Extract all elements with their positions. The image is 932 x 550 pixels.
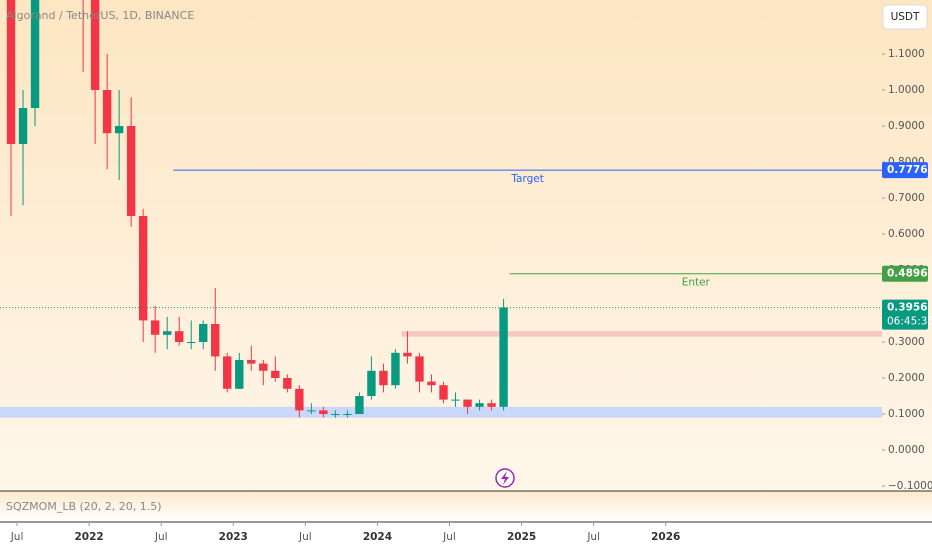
- chart-title: Algorand / TetherUS, 1D, BINANCE: [6, 9, 194, 22]
- x-tick-label: 2026: [651, 531, 680, 543]
- x-tick-label: 2023: [219, 531, 248, 543]
- price-axis: −0.10000.00000.10000.20000.30000.40000.5…: [882, 48, 932, 492]
- candle-body: [355, 396, 364, 414]
- candle-body: [403, 352, 412, 357]
- candle-body: [175, 331, 184, 342]
- level-label: Target: [510, 173, 543, 185]
- candle-body: [126, 126, 136, 216]
- y-tick-label: 1.0000: [888, 84, 925, 96]
- x-tick-label: Jul: [10, 531, 24, 543]
- currency-label[interactable]: USDT: [891, 11, 920, 23]
- candle-body: [295, 388, 304, 411]
- currency-button-box[interactable]: [882, 4, 928, 30]
- indicator-label: SQZMOM_LB (20, 2, 20, 1.5): [6, 500, 162, 513]
- currency-button[interactable]: USDT: [882, 4, 928, 30]
- candle-body: [199, 324, 208, 342]
- candle-body: [391, 352, 400, 386]
- candle-body: [271, 370, 280, 378]
- candle-body: [138, 216, 148, 321]
- zone: [401, 331, 882, 337]
- candle-body: [223, 356, 232, 389]
- level-tag-label: 0.7776: [887, 164, 928, 176]
- y-tick-label: 0.6000: [888, 228, 925, 240]
- x-tick-label: Jul: [154, 531, 168, 543]
- y-tick-label: 0.9000: [888, 120, 925, 132]
- candle-body: [319, 410, 328, 414]
- last-price-tag: [882, 299, 928, 330]
- x-tick-label: 2022: [74, 531, 103, 543]
- y-tick-label: 0.1000: [888, 408, 925, 420]
- candle-body: [379, 370, 388, 386]
- candle-body: [415, 356, 424, 382]
- candle-body: [150, 320, 160, 335]
- candle-body: [6, 0, 16, 144]
- y-tick-label: 0.3000: [888, 336, 925, 348]
- candle-body: [499, 307, 508, 407]
- candle-body: [475, 403, 484, 407]
- x-tick-label: Jul: [586, 531, 600, 543]
- y-tick-label: 1.1000: [888, 48, 925, 60]
- candle-body: [211, 324, 220, 357]
- y-tick-label: 0.2000: [888, 372, 925, 384]
- candle-body: [343, 414, 352, 415]
- x-tick-label: 2024: [363, 531, 392, 543]
- alert-icon[interactable]: [495, 468, 515, 488]
- alert-bolt[interactable]: [501, 471, 509, 485]
- plot: Target Enter: [0, 0, 882, 418]
- indicator-pane: [0, 491, 932, 522]
- level-label: Enter: [682, 277, 711, 289]
- candle-body: [487, 403, 496, 407]
- candle-body: [187, 342, 196, 343]
- x-tick-label: 2025: [507, 531, 536, 543]
- candle-body: [259, 363, 268, 371]
- level-tag: [882, 162, 928, 179]
- zone: [0, 406, 882, 418]
- level-tag: [882, 265, 928, 282]
- candle-body: [283, 378, 292, 389]
- y-tick-label: 0.0000: [888, 444, 925, 456]
- y-tick-label: 0.7000: [888, 192, 925, 204]
- last-price-label: 0.3956: [887, 302, 928, 314]
- candle-body: [463, 399, 472, 407]
- candle-body: [427, 381, 436, 386]
- candle-body: [247, 360, 256, 364]
- candle-body: [114, 126, 124, 134]
- candle-body: [235, 360, 244, 389]
- candle-body: [307, 410, 316, 412]
- y-tick-label: −0.1000: [888, 480, 932, 492]
- countdown-label: 06:45:35: [887, 316, 932, 328]
- candle-body: [30, 0, 40, 108]
- candle-body: [102, 90, 112, 134]
- candle-body: [162, 331, 172, 335]
- candle-body: [367, 370, 376, 396]
- candle-body: [439, 385, 448, 400]
- candle-body: [331, 414, 340, 415]
- candle-body: [18, 108, 28, 144]
- x-tick-label: Jul: [298, 531, 312, 543]
- candle-body: [90, 0, 100, 90]
- candle-body: [451, 399, 460, 401]
- x-tick-label: Jul: [442, 531, 456, 543]
- level-tag-label: 0.4896: [887, 268, 928, 280]
